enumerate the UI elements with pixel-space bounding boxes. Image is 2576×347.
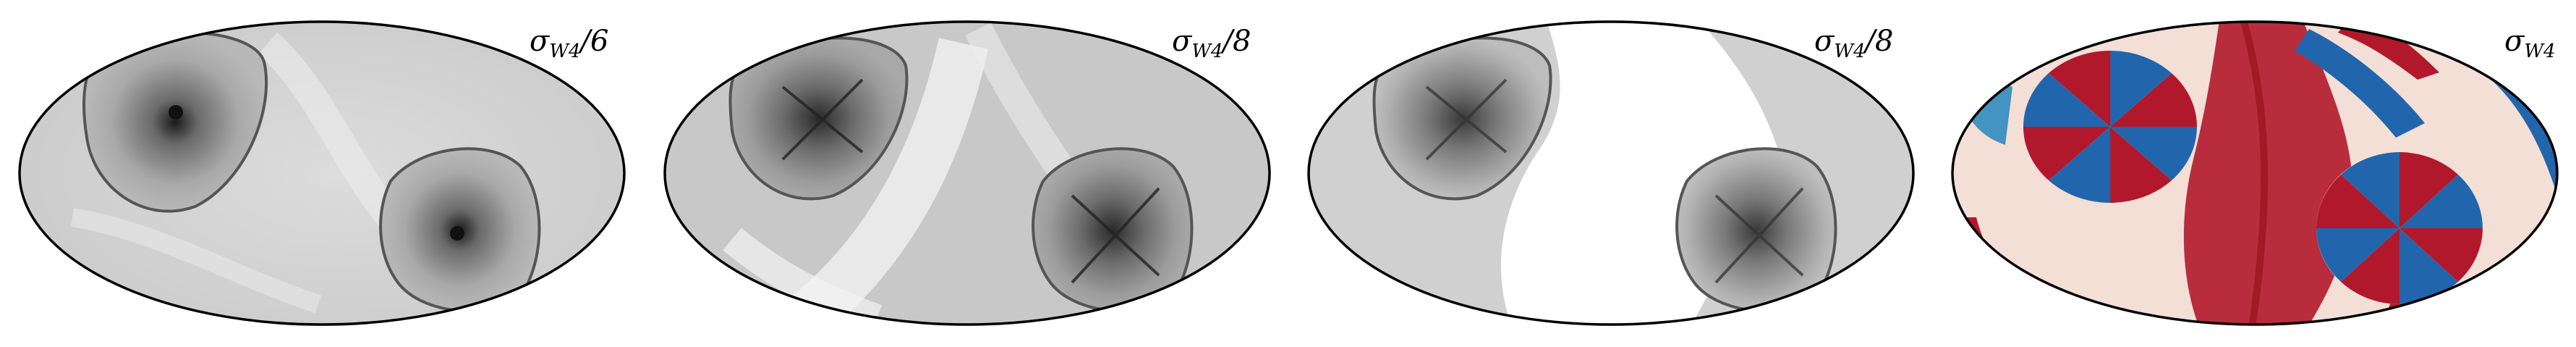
panel-3: σW4/8 <box>1304 0 1940 347</box>
map-outline <box>663 20 1271 326</box>
panel-2: σW4/8 <box>660 0 1296 347</box>
panel-1: σW4/6 <box>14 0 651 347</box>
panel-3-label: σW4/8 <box>1814 25 1894 62</box>
panel-1-label: σW4/6 <box>530 25 609 62</box>
panel-4: σW4 <box>1947 0 2576 347</box>
lobe-left <box>1372 36 1552 201</box>
panel-2-map <box>663 20 1271 326</box>
panel-2-label: σW4/8 <box>1172 25 1251 62</box>
panel-4-label: σW4 <box>2504 25 2556 62</box>
panel-1-map <box>18 20 626 326</box>
map-outline <box>1307 20 1915 326</box>
pinwheel-left <box>2023 51 2197 203</box>
panel-3-map <box>1307 20 1915 326</box>
pinwheel-right <box>2316 152 2483 304</box>
map-outline <box>1951 20 2559 326</box>
lobe-left <box>82 30 268 213</box>
panel-4-map <box>1951 20 2559 326</box>
map-outline <box>18 20 626 326</box>
lobe-left <box>728 36 909 201</box>
